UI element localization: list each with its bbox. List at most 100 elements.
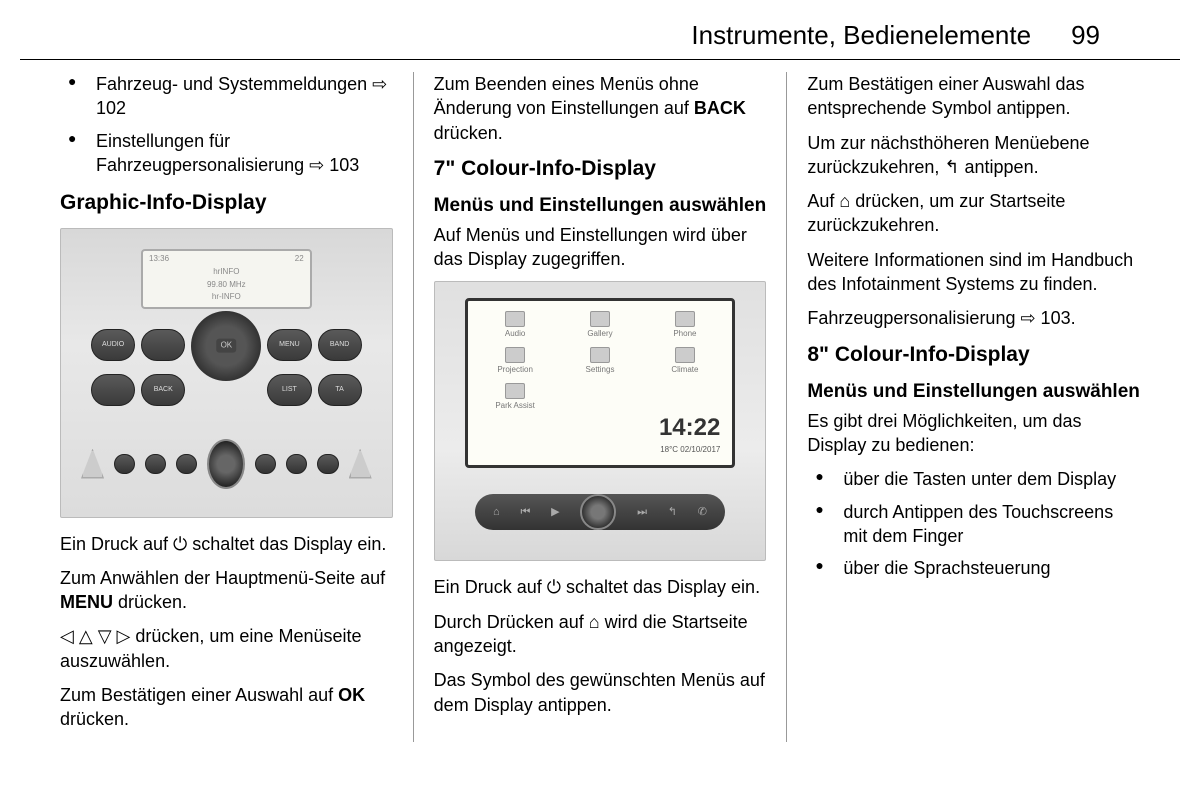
cid-app-icon: Audio bbox=[480, 311, 551, 341]
col1-bullets: Fahrzeug- und Systemmeldungen ⇨ 102 Eins… bbox=[60, 72, 393, 177]
paragraph: Ein Druck auf ⏻ schaltet das Display ein… bbox=[60, 532, 393, 556]
gid-button: BAND bbox=[318, 329, 362, 361]
list-item: Fahrzeug- und Systemmeldungen ⇨ 102 bbox=[60, 72, 393, 121]
play-icon: ▶ bbox=[551, 505, 559, 520]
power-icon: ⏻ bbox=[173, 534, 187, 554]
paragraph: Auf Menüs und Einstellungen wird über da… bbox=[434, 223, 767, 272]
text: schaltet das Display ein. bbox=[187, 534, 386, 554]
text: Zum Beenden eines Menüs ohne Änderung vo… bbox=[434, 74, 699, 118]
paragraph: Das Symbol des gewünschten Menüs auf dem… bbox=[434, 668, 767, 717]
paragraph: Durch Drücken auf ⌂ wird die Startseite … bbox=[434, 610, 767, 659]
paragraph: Es gibt drei Möglichkeiten, um das Displ… bbox=[807, 409, 1140, 458]
col1-heading: Graphic-Info-Display bbox=[60, 189, 393, 217]
phone-icon: ✆ bbox=[698, 505, 707, 520]
cid-button-row: ⌂ ⏮ ▶ ⏭ ↰ ✆ bbox=[475, 494, 726, 530]
back-icon: ↰ bbox=[668, 505, 677, 520]
paragraph: Zum Anwählen der Hauptmenü-Seite auf MEN… bbox=[60, 566, 393, 615]
gid-preset-button bbox=[114, 454, 135, 474]
gid-button: TA bbox=[318, 374, 362, 406]
col2-subheading: Menüs und Einstellungen auswählen bbox=[434, 193, 767, 219]
icon-label: Projection bbox=[497, 365, 533, 376]
graphic-info-display-image: 13:36 22 hrINFO 99.80 MHz hr-INFO AUDIO … bbox=[60, 228, 393, 518]
hazard-icon bbox=[81, 449, 104, 479]
header-title: Instrumente, Bedienelemente bbox=[691, 20, 1031, 51]
paragraph: Um zur nächsthöheren Menüebene zurückzuk… bbox=[807, 131, 1140, 180]
gid-button-row-bottom: BACK LIST TA bbox=[91, 374, 362, 406]
icon-label: Climate bbox=[671, 365, 698, 376]
text: Ein Druck auf bbox=[60, 534, 173, 554]
gid-station: hrINFO bbox=[213, 267, 239, 278]
cid-screen: Audio Gallery Phone Projection Settings … bbox=[465, 298, 736, 468]
icon-label: Phone bbox=[673, 329, 696, 340]
paragraph: Zum Beenden eines Menüs ohne Änderung vo… bbox=[434, 72, 767, 145]
icon-label: Park Assist bbox=[495, 401, 535, 412]
home-icon: ⌂ bbox=[493, 505, 500, 520]
next-icon: ⏭ bbox=[637, 505, 647, 520]
paragraph: Fahrzeugpersonalisierung ⇨ 103. bbox=[807, 306, 1140, 330]
cid-app-icon: Gallery bbox=[565, 311, 636, 341]
gid-dpad bbox=[191, 311, 261, 381]
list-item: über die Sprachsteuerung bbox=[807, 556, 1140, 580]
text: antippen. bbox=[960, 157, 1039, 177]
text: drücken. bbox=[60, 709, 129, 729]
paragraph: Ein Druck auf ⏻ schaltet das Display ein… bbox=[434, 575, 767, 599]
page-number: 99 bbox=[1071, 20, 1100, 51]
page-header: Instrumente, Bedienelemente 99 bbox=[20, 0, 1180, 60]
text: Durch Drücken auf bbox=[434, 612, 589, 632]
hazard-icon bbox=[349, 449, 372, 479]
text: drücken. bbox=[113, 592, 187, 612]
col3-bullets: über die Tasten unter dem Display durch … bbox=[807, 467, 1140, 580]
gid-temp: 22 bbox=[295, 254, 304, 265]
gid-button bbox=[91, 374, 135, 406]
back-label: BACK bbox=[694, 98, 746, 118]
text: schaltet das Display ein. bbox=[561, 577, 760, 597]
cid-app-icon: Park Assist bbox=[480, 383, 551, 413]
cid-app-icon: Phone bbox=[649, 311, 720, 341]
gid-screen: 13:36 22 hrINFO 99.80 MHz hr-INFO bbox=[141, 249, 312, 309]
column-2: Zum Beenden eines Menüs ohne Änderung vo… bbox=[413, 72, 787, 742]
back-icon: ↰ bbox=[944, 157, 959, 177]
page-columns: Fahrzeug- und Systemmeldungen ⇨ 102 Eins… bbox=[0, 60, 1200, 762]
home-icon: ⌂ bbox=[839, 191, 850, 211]
cid-app-icon: Settings bbox=[565, 347, 636, 377]
column-1: Fahrzeug- und Systemmeldungen ⇨ 102 Eins… bbox=[40, 72, 413, 742]
text: Auf bbox=[807, 191, 839, 211]
paragraph: ◁ △ ▽ ▷ drücken, um eine Menüseite auszu… bbox=[60, 624, 393, 673]
icon-label: Audio bbox=[505, 329, 525, 340]
gid-button: BACK bbox=[141, 374, 185, 406]
list-item: durch Antippen des Touchscreens mit dem … bbox=[807, 500, 1140, 549]
home-icon: ⌂ bbox=[589, 612, 600, 632]
paragraph: Weitere Informationen sind im Handbuch d… bbox=[807, 248, 1140, 297]
gid-preset-button bbox=[317, 454, 338, 474]
cid-icon-grid: Audio Gallery Phone Projection Settings … bbox=[480, 311, 721, 412]
text: Ein Druck auf bbox=[434, 577, 547, 597]
paragraph: Zum Bestätigen einer Auswahl auf OK drüc… bbox=[60, 683, 393, 732]
cid-clock: 14:22 18°C 02/10/2017 bbox=[659, 412, 720, 455]
list-item: über die Tasten unter dem Display bbox=[807, 467, 1140, 491]
col3-heading: 8" Colour-Info-Display bbox=[807, 341, 1140, 369]
gid-preset-button bbox=[255, 454, 276, 474]
col2-heading: 7" Colour-Info-Display bbox=[434, 155, 767, 183]
gid-button bbox=[141, 329, 185, 361]
ok-label: OK bbox=[338, 685, 365, 705]
power-icon: ⏻ bbox=[547, 577, 561, 597]
text: drücken. bbox=[434, 123, 503, 143]
col3-subheading: Menüs und Einstellungen auswählen bbox=[807, 379, 1140, 405]
cid-app-icon: Climate bbox=[649, 347, 720, 377]
prev-icon: ⏮ bbox=[520, 505, 530, 520]
gid-preset-button bbox=[286, 454, 307, 474]
cid-time: 14:22 bbox=[659, 412, 720, 444]
gid-time: 13:36 bbox=[149, 254, 169, 265]
cid-volume-knob bbox=[580, 494, 616, 530]
gid-volume-knob bbox=[207, 439, 245, 489]
text: Zum Bestätigen einer Auswahl auf bbox=[60, 685, 338, 705]
icon-label: Gallery bbox=[587, 329, 612, 340]
gid-rds: hr-INFO bbox=[212, 292, 241, 303]
gid-freq: 99.80 MHz bbox=[207, 280, 246, 291]
gid-preset-button bbox=[145, 454, 166, 474]
list-item: Einstellungen für Fahrzeugpersonalisieru… bbox=[60, 129, 393, 178]
paragraph: Zum Bestätigen einer Auswahl das entspre… bbox=[807, 72, 1140, 121]
gid-button: LIST bbox=[267, 374, 311, 406]
colour-info-display-7-image: Audio Gallery Phone Projection Settings … bbox=[434, 281, 767, 561]
cid-date: 18°C 02/10/2017 bbox=[659, 445, 720, 456]
